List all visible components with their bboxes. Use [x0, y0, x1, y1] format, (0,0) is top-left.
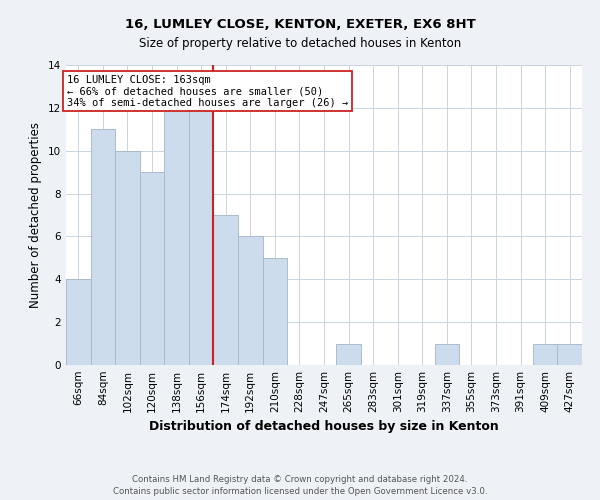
Text: Contains HM Land Registry data © Crown copyright and database right 2024.: Contains HM Land Registry data © Crown c… [132, 475, 468, 484]
Bar [238, 236, 263, 365]
Y-axis label: Number of detached properties: Number of detached properties [29, 122, 43, 308]
Bar [91, 130, 115, 365]
Bar [140, 172, 164, 365]
Bar [557, 344, 582, 365]
Bar [434, 344, 459, 365]
Bar [189, 108, 214, 365]
X-axis label: Distribution of detached houses by size in Kenton: Distribution of detached houses by size … [149, 420, 499, 434]
Bar [336, 344, 361, 365]
Bar [164, 108, 189, 365]
Text: Contains public sector information licensed under the Open Government Licence v3: Contains public sector information licen… [113, 487, 487, 496]
Text: 16, LUMLEY CLOSE, KENTON, EXETER, EX6 8HT: 16, LUMLEY CLOSE, KENTON, EXETER, EX6 8H… [125, 18, 475, 30]
Text: Size of property relative to detached houses in Kenton: Size of property relative to detached ho… [139, 38, 461, 51]
Bar [533, 344, 557, 365]
Bar [66, 280, 91, 365]
Bar [263, 258, 287, 365]
Bar [115, 150, 140, 365]
Bar [214, 215, 238, 365]
Text: 16 LUMLEY CLOSE: 163sqm
← 66% of detached houses are smaller (50)
34% of semi-de: 16 LUMLEY CLOSE: 163sqm ← 66% of detache… [67, 74, 348, 108]
